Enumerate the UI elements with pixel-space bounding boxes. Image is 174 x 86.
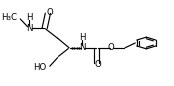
Text: H: H	[26, 13, 32, 22]
Text: H₃C: H₃C	[1, 13, 17, 22]
Text: HO: HO	[33, 63, 46, 72]
Text: H: H	[79, 33, 85, 42]
Text: O: O	[95, 60, 102, 69]
Text: O: O	[46, 8, 53, 17]
Text: N: N	[79, 43, 85, 52]
Text: O: O	[108, 43, 115, 52]
Text: N: N	[26, 24, 32, 33]
